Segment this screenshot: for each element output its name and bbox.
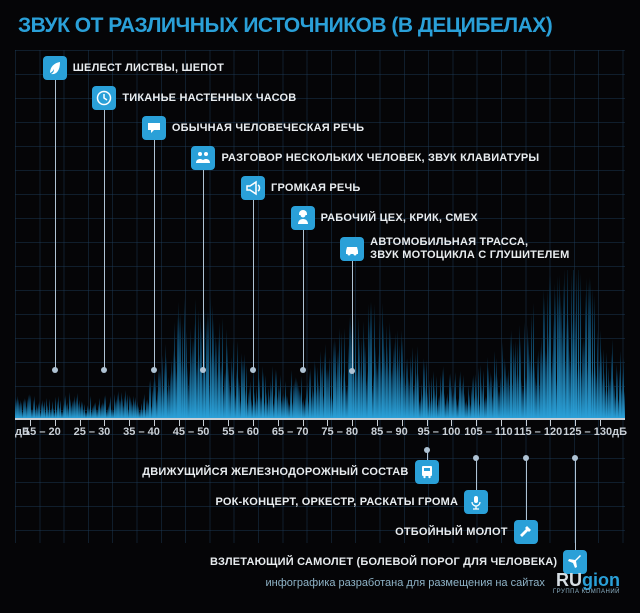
callout-label: АВТОМОБИЛЬНАЯ ТРАССА,ЗВУК МОТОЦИКЛА С ГЛ… xyxy=(370,236,569,261)
chart-title: ЗВУК ОТ РАЗЛИЧНЫХ ИСТОЧНИКОВ (В ДЕЦИБЕЛА… xyxy=(18,14,552,38)
callout-car: АВТОМОБИЛЬНАЯ ТРАССА,ЗВУК МОТОЦИКЛА С ГЛ… xyxy=(340,236,569,261)
callout-label: ШЕЛЕСТ ЛИСТВЫ, ШЕПОТ xyxy=(73,62,224,75)
axis-tick-label: 105 – 110 xyxy=(464,426,512,438)
callout-hammer: ОТБОЙНЫЙ МОЛОТ xyxy=(395,520,538,544)
footer-credit: инфографика разработана для размещения н… xyxy=(265,577,544,589)
axis-tick-label: 55 – 60 xyxy=(222,426,259,438)
axis-unit-right: дБ xyxy=(612,426,627,438)
axis-tick-label: 35 – 40 xyxy=(123,426,160,438)
axis-tick-label: 125 – 130 xyxy=(563,426,612,438)
axis-tick xyxy=(501,418,502,426)
axis-tick-label: 65 – 70 xyxy=(272,426,309,438)
callout-horn: ГРОМКАЯ РЕЧЬ xyxy=(241,176,360,200)
axis-tick xyxy=(154,418,155,426)
callout-leaf: ШЕЛЕСТ ЛИСТВЫ, ШЕПОТ xyxy=(43,56,224,80)
axis-tick xyxy=(104,418,105,426)
axis-tick-label: 115 – 120 xyxy=(514,426,562,438)
hammer-icon xyxy=(514,520,538,544)
callout-people: РАЗГОВОР НЕСКОЛЬКИХ ЧЕЛОВЕК, ЗВУК КЛАВИА… xyxy=(191,146,539,170)
callout-mic: РОК-КОНЦЕРТ, ОРКЕСТР, РАСКАТЫ ГРОМА xyxy=(215,490,488,514)
callout-label: ТИКАНЬЕ НАСТЕННЫХ ЧАСОВ xyxy=(122,92,296,105)
callout-speech: ОБЫЧНАЯ ЧЕЛОВЕЧЕСКАЯ РЕЧЬ xyxy=(142,116,364,140)
axis-tick-label: 95 – 100 xyxy=(417,426,460,438)
callout-label: ОБЫЧНАЯ ЧЕЛОВЕЧЕСКАЯ РЕЧЬ xyxy=(172,122,364,135)
axis-tick xyxy=(402,418,403,426)
axis-tick xyxy=(451,418,452,426)
callout-label: РОК-КОНЦЕРТ, ОРКЕСТР, РАСКАТЫ ГРОМА xyxy=(215,496,458,509)
mic-icon xyxy=(464,490,488,514)
axis-tick xyxy=(179,418,180,426)
callout-label: ГРОМКАЯ РЕЧЬ xyxy=(271,182,360,195)
callout-label: ОТБОЙНЫЙ МОЛОТ xyxy=(395,526,508,539)
axis-tick xyxy=(327,418,328,426)
car-icon xyxy=(340,237,364,261)
callout-worker: РАБОЧИЙ ЦЕХ, КРИК, СМЕХ xyxy=(291,206,478,230)
axis-tick xyxy=(129,418,130,426)
axis-tick xyxy=(303,418,304,426)
callout-train: ДВИЖУЩИЙСЯ ЖЕЛЕЗНОДОРОЖНЫЙ СОСТАВ xyxy=(142,460,438,484)
axis-tick xyxy=(476,418,477,426)
axis-tick-label: 85 – 90 xyxy=(371,426,408,438)
logo: RUgion ГРУППА КОМПАНИЙ xyxy=(553,571,620,595)
axis-tick-label: 45 – 50 xyxy=(173,426,210,438)
axis-tick xyxy=(575,418,576,426)
speech-icon xyxy=(142,116,166,140)
axis-tick xyxy=(228,418,229,426)
axis-tick xyxy=(526,418,527,426)
callout-label: ДВИЖУЩИЙСЯ ЖЕЛЕЗНОДОРОЖНЫЙ СОСТАВ xyxy=(142,466,408,479)
axis-tick xyxy=(550,418,551,426)
axis-tick xyxy=(278,418,279,426)
callout-label: ВЗЛЕТАЮЩИЙ САМОЛЕТ (БОЛЕВОЙ ПОРОГ ДЛЯ ЧЕ… xyxy=(210,556,557,569)
footer: инфографика разработана для размещения н… xyxy=(265,571,620,595)
axis-tick xyxy=(30,418,31,426)
axis-tick xyxy=(203,418,204,426)
waveform-area xyxy=(15,270,625,418)
axis-tick-label: 15 – 20 xyxy=(24,426,61,438)
train-icon xyxy=(415,460,439,484)
axis-line xyxy=(15,418,625,420)
leaf-icon xyxy=(43,56,67,80)
axis-tick xyxy=(600,418,601,426)
horn-icon xyxy=(241,176,265,200)
people-icon xyxy=(191,146,215,170)
axis-tick xyxy=(80,418,81,426)
axis-tick-label: 25 – 30 xyxy=(74,426,111,438)
axis-tick xyxy=(377,418,378,426)
axis-tick xyxy=(55,418,56,426)
clock-icon xyxy=(92,86,116,110)
worker-icon xyxy=(291,206,315,230)
axis-tick-label: 75 – 80 xyxy=(321,426,358,438)
axis-tick xyxy=(253,418,254,426)
axis-tick xyxy=(352,418,353,426)
callout-label: РАЗГОВОР НЕСКОЛЬКИХ ЧЕЛОВЕК, ЗВУК КЛАВИА… xyxy=(221,152,539,165)
callout-clock: ТИКАНЬЕ НАСТЕННЫХ ЧАСОВ xyxy=(92,86,296,110)
axis-tick xyxy=(427,418,428,426)
callout-label: РАБОЧИЙ ЦЕХ, КРИК, СМЕХ xyxy=(321,212,478,225)
